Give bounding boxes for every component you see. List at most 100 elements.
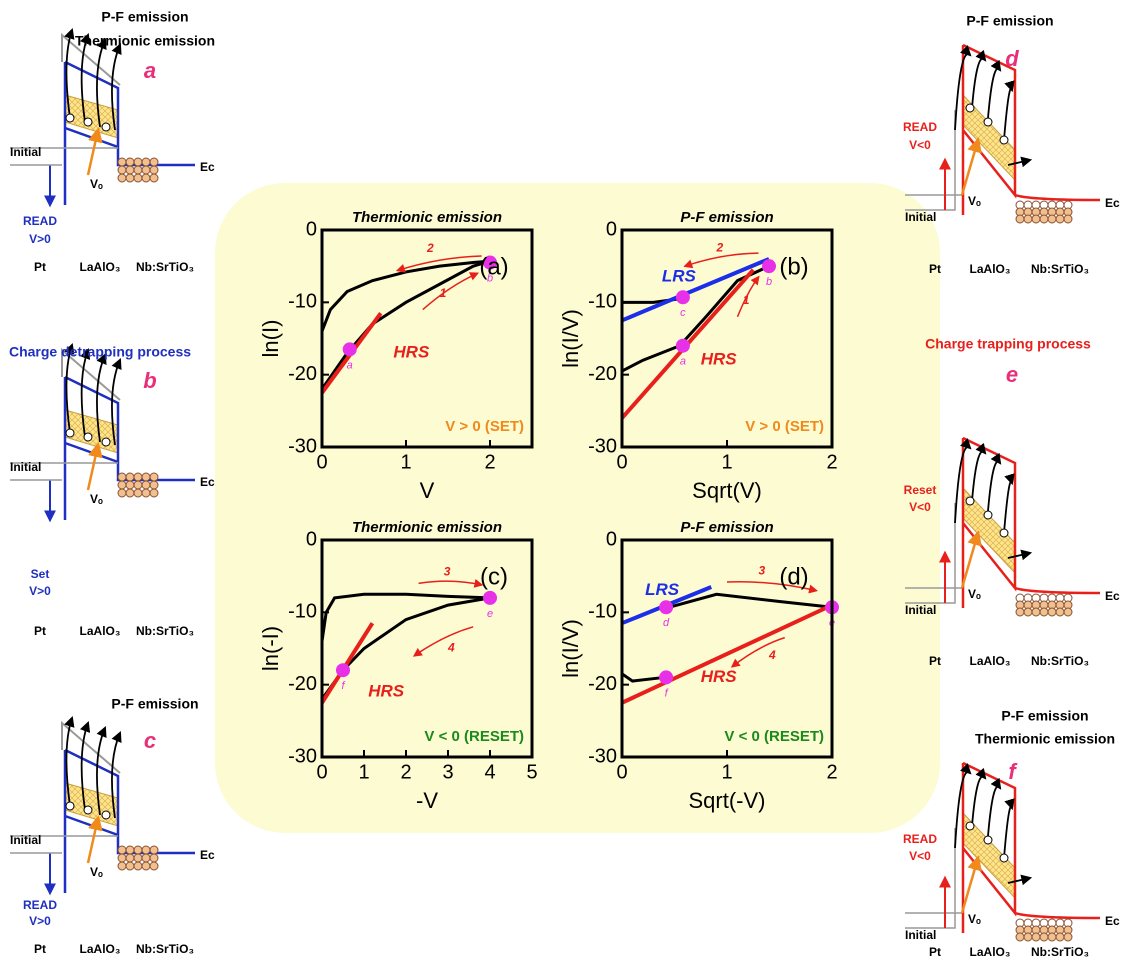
material-label: Pt (34, 624, 46, 638)
x-tick-label: 2 (826, 451, 837, 473)
material-label: LaAlO₃ (80, 942, 121, 956)
x-axis-label: V (420, 478, 435, 503)
electron (126, 174, 134, 182)
electron (1024, 608, 1032, 616)
x-tick-label: 1 (721, 451, 732, 473)
sweep-label: 3 (759, 563, 766, 577)
initial-label: Initial (10, 145, 41, 159)
electron (118, 166, 126, 174)
trap (102, 438, 110, 446)
electron-path (1004, 482, 1012, 533)
x-tick-label: 2 (484, 451, 495, 473)
trap (66, 802, 74, 810)
material-label: Pt (34, 260, 46, 274)
electron (1064, 933, 1072, 941)
vo-arrow (962, 533, 978, 588)
trap (966, 104, 974, 112)
sweep-label: 2 (716, 240, 724, 254)
electron (1056, 933, 1064, 941)
diagram-letter: a (144, 58, 156, 83)
y-tick-label: -20 (288, 363, 317, 385)
trap (984, 511, 992, 519)
point (676, 339, 690, 353)
electron (142, 166, 150, 174)
material-label: Nb:SrTiO₃ (1031, 945, 1089, 959)
ec-label: Ec (200, 475, 215, 489)
series-label: HRS (701, 350, 738, 369)
electron (1048, 215, 1056, 223)
y-tick-label: -10 (288, 291, 317, 313)
y-tick-label: 0 (606, 528, 617, 550)
chart-title: Thermionic emission (352, 209, 502, 226)
barrier (65, 377, 195, 520)
vo-label: Vₒ (968, 587, 981, 601)
electron (134, 862, 142, 870)
electron-path (988, 69, 1000, 118)
x-tick-label: 4 (484, 761, 495, 783)
chart-title: P-F emission (680, 519, 773, 536)
electron (118, 862, 126, 870)
y-tick-label: -30 (588, 745, 617, 767)
point (483, 591, 497, 605)
initial-label: Initial (905, 603, 936, 617)
electron (118, 854, 126, 862)
sweep-label: 1 (440, 286, 447, 300)
point-label: a (680, 356, 686, 368)
electron (142, 481, 150, 489)
diagram-title: Charge trapping process (925, 336, 1091, 352)
regime-label: V > 0 (SET) (745, 418, 824, 435)
electron (134, 846, 142, 854)
electron (150, 489, 158, 497)
electron-path (988, 462, 1000, 511)
electron (1032, 933, 1040, 941)
y-tick-label: 0 (306, 218, 317, 240)
trap (1000, 854, 1008, 862)
diagram-title: P-F emission (1001, 708, 1088, 724)
sweep-label: 3 (444, 565, 451, 579)
diagram-title: Thermionic emission (975, 731, 1115, 747)
y-tick-label: -20 (588, 673, 617, 695)
sweep-label: 2 (426, 241, 434, 255)
trap (966, 822, 974, 830)
electron (150, 854, 158, 862)
electron (134, 473, 142, 481)
bias-label: READ (903, 832, 937, 846)
electron (134, 166, 142, 174)
material-label: Pt (929, 262, 941, 276)
vo-label: Vₒ (90, 865, 103, 879)
series-label: LRS (645, 580, 680, 599)
material-label: Pt (929, 654, 941, 668)
trap (102, 123, 110, 131)
panel-label: (b) (779, 253, 808, 280)
bias-label: V<0 (909, 500, 931, 514)
point (659, 600, 673, 614)
bias-label: V>0 (29, 232, 51, 246)
diagram-title: Charge detrapping process (9, 344, 191, 360)
material-label: Nb:SrTiO₃ (1031, 654, 1089, 668)
point-label: b (766, 276, 772, 288)
ec-label: Ec (200, 160, 215, 174)
series-label: LRS (662, 267, 697, 286)
electron-path (1004, 807, 1012, 858)
electron (118, 846, 126, 854)
electron (142, 854, 150, 862)
x-tick-label: 0 (316, 451, 327, 473)
electron (150, 174, 158, 182)
bias-label: V<0 (909, 849, 931, 863)
electron (1040, 608, 1048, 616)
trap (66, 429, 74, 437)
point (336, 663, 350, 677)
electron-path (1004, 89, 1012, 140)
electron (126, 862, 134, 870)
x-tick-label: 0 (316, 761, 327, 783)
x-tick-label: 2 (826, 761, 837, 783)
electron (150, 481, 158, 489)
y-tick-label: -30 (588, 435, 617, 457)
electron (1048, 933, 1056, 941)
material-label: LaAlO₃ (970, 262, 1011, 276)
electron (118, 174, 126, 182)
bias-label: Reset (904, 483, 937, 497)
electron (142, 489, 150, 497)
diagram-letter: e (1006, 362, 1018, 387)
y-tick-label: -30 (288, 745, 317, 767)
